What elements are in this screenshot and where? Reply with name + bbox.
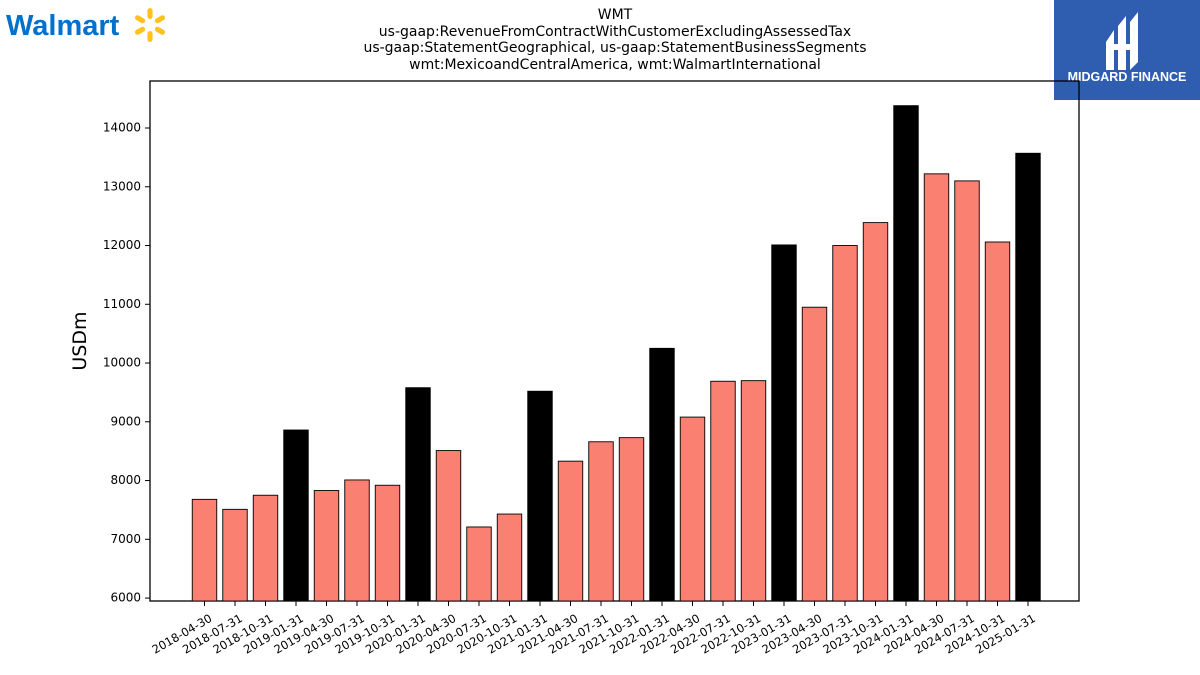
x-axis: 2018-04-302018-07-312018-10-312019-01-31… bbox=[150, 601, 1038, 657]
bar-2020-10-31 bbox=[496, 513, 523, 602]
plot-frame bbox=[149, 80, 1080, 602]
bar-2022-04-30 bbox=[679, 416, 706, 602]
bar-2018-04-30 bbox=[191, 498, 218, 602]
bar-2024-01-31 bbox=[893, 105, 919, 602]
bar-2019-07-31 bbox=[344, 479, 370, 602]
bar-2019-04-30 bbox=[313, 490, 340, 602]
y-tick-label: 8000 bbox=[110, 473, 141, 487]
bar-2021-04-30 bbox=[557, 460, 584, 602]
y-tick-label: 11000 bbox=[103, 297, 141, 311]
y-tick-label: 6000 bbox=[110, 591, 141, 605]
midgard-wordmark: MIDGARD FINANCE bbox=[1068, 70, 1187, 84]
walmart-logo: Walmart bbox=[6, 8, 166, 42]
bar-2021-07-31 bbox=[588, 441, 614, 602]
chart-subtitle-line-2: us-gaap:StatementGeographical, us-gaap:S… bbox=[363, 40, 867, 56]
bar-2018-10-31 bbox=[252, 494, 279, 602]
y-axis-label: USDm bbox=[69, 311, 91, 370]
bar-2021-01-31 bbox=[527, 390, 553, 602]
chart-subtitle-line-3: wmt:MexicoandCentralAmerica, wmt:Walmart… bbox=[409, 56, 821, 73]
walmart-wordmark: Walmart bbox=[6, 10, 120, 42]
bar-2022-10-31 bbox=[740, 380, 767, 602]
bar-2021-10-31 bbox=[618, 437, 645, 602]
chart-title-block: WMT us-gaap:RevenueFromContractWithCusto… bbox=[215, 7, 1015, 73]
chart-title: WMT bbox=[597, 7, 633, 23]
bar-2018-07-31 bbox=[222, 508, 248, 602]
y-tick-label: 7000 bbox=[110, 532, 141, 546]
bar-2023-01-31 bbox=[771, 244, 797, 602]
y-tick-label: 12000 bbox=[103, 238, 141, 252]
bar-2024-10-31 bbox=[984, 241, 1011, 602]
bar-2025-01-31 bbox=[1015, 152, 1041, 602]
bar-2020-04-30 bbox=[435, 450, 462, 602]
y-axis: 6000 7000 8000 9000 10000 11000 12000 13000 1400… bbox=[103, 121, 150, 605]
bars bbox=[191, 105, 1041, 602]
bar-2024-04-30 bbox=[923, 173, 950, 602]
bar-2020-01-31 bbox=[405, 387, 431, 602]
midgard-finance-logo: MIDGARD FINANCE bbox=[1054, 0, 1200, 100]
bar-2022-07-31 bbox=[710, 380, 736, 602]
bar-2023-04-30 bbox=[801, 306, 828, 602]
y-tick-label: 14000 bbox=[103, 121, 141, 135]
bar-2023-10-31 bbox=[862, 222, 889, 602]
bar-2024-07-31 bbox=[954, 180, 980, 602]
y-tick-label: 13000 bbox=[103, 179, 141, 193]
chart-subtitle-line-1: us-gaap:RevenueFromContractWithCustomerE… bbox=[378, 23, 852, 40]
bar-2022-01-31 bbox=[649, 347, 675, 602]
y-tick-label: 10000 bbox=[103, 356, 141, 370]
bar-2020-07-31 bbox=[466, 526, 492, 602]
walmart-spark-icon bbox=[134, 8, 166, 42]
midgard-emblem-icon bbox=[1106, 12, 1138, 70]
bar-2019-10-31 bbox=[374, 484, 401, 602]
bar-2023-07-31 bbox=[832, 245, 858, 602]
y-tick-label: 9000 bbox=[110, 414, 141, 428]
bar-2019-01-31 bbox=[283, 429, 309, 602]
